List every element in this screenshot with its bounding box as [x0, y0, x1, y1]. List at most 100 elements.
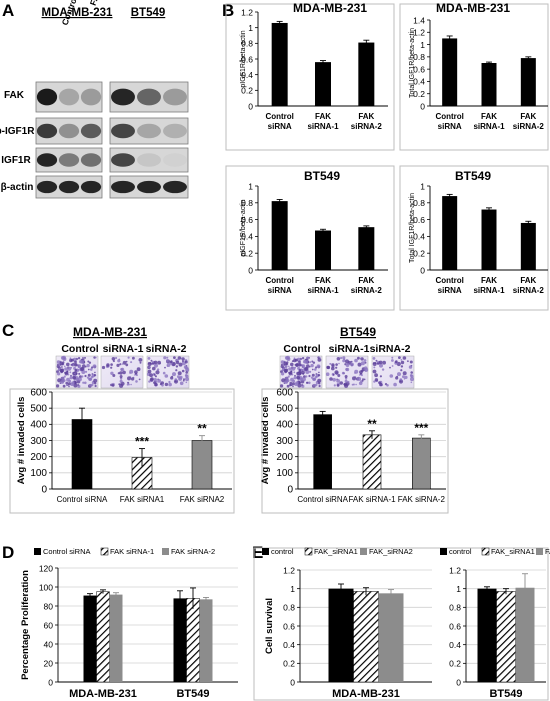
stained-cell: [311, 368, 314, 371]
stained-cell: [298, 371, 302, 375]
stained-cell: [185, 371, 188, 374]
stained-cell: [153, 360, 158, 365]
invasion-image-label: siRNA-1: [103, 343, 144, 355]
stained-cell: [305, 375, 308, 378]
y-tick-label: 0.2: [241, 86, 253, 96]
stained-cell: [74, 360, 77, 364]
legend-label: FAK_siRNA1: [491, 547, 535, 556]
y-tick-label: 40: [44, 639, 54, 649]
significance-annotation: **: [197, 422, 207, 436]
stained-cell: [84, 381, 87, 385]
y-tick-label: 0: [420, 265, 425, 275]
x-tick-label: Control: [435, 276, 463, 285]
y-tick-label: 0.4: [241, 70, 253, 80]
y-tick-label: 1: [248, 23, 253, 33]
blot-band: [111, 123, 135, 139]
stained-cell: [341, 371, 345, 375]
y-tick-label: 0.4: [449, 640, 461, 650]
y-tick-label: 0.4: [283, 640, 295, 650]
stained-cell: [293, 371, 296, 374]
stained-cell: [357, 362, 362, 367]
stained-cell: [281, 378, 286, 383]
y-tick-label: 0: [456, 677, 461, 687]
stained-cell: [181, 369, 185, 373]
y-tick-label: 1.4: [413, 15, 425, 25]
stained-cell: [82, 364, 86, 368]
legend-swatch: [162, 548, 169, 555]
stained-cell: [67, 366, 72, 371]
stained-cell: [280, 384, 284, 388]
stained-cell: [91, 366, 94, 369]
y-tick-label: 0: [248, 265, 253, 275]
x-tick-label: FAK siRNA-2: [398, 495, 446, 504]
stained-cell: [360, 369, 364, 373]
stained-cell: [127, 356, 130, 359]
stained-cell: [82, 356, 84, 359]
stained-cell: [73, 363, 78, 367]
chart-frame: [399, 3, 549, 151]
stained-cell: [287, 375, 290, 378]
y-tick-label: 1: [290, 584, 295, 594]
stained-cell: [153, 378, 157, 382]
stained-cell: [306, 381, 309, 384]
stained-cell: [398, 356, 401, 359]
stained-cell: [161, 384, 164, 387]
bar: [362, 434, 382, 490]
stained-cell: [396, 375, 398, 378]
x-tick-label: FAK: [315, 112, 331, 121]
stained-cell: [185, 374, 189, 378]
y-tick-label: 0: [48, 677, 53, 687]
blot-band: [58, 153, 80, 167]
invasion-image-label: Control: [283, 343, 320, 355]
bar: [442, 196, 458, 270]
stained-cell: [332, 373, 335, 376]
y-tick-label: 0.8: [449, 603, 461, 613]
stained-cell: [284, 380, 289, 384]
stained-cell: [350, 362, 354, 367]
y-tick-label: 1.2: [283, 565, 295, 575]
blot-band: [111, 180, 135, 194]
x-tick-label: FAK: [520, 276, 536, 285]
y-tick-label: 0.6: [413, 64, 425, 74]
stained-cell: [138, 378, 141, 381]
bar: [271, 201, 288, 270]
stained-cell: [166, 365, 169, 367]
stained-cell: [86, 376, 89, 379]
stained-cell: [317, 358, 322, 362]
blot-band: [137, 180, 161, 194]
stained-cell: [164, 374, 169, 378]
stained-cell: [119, 371, 123, 375]
stained-cell: [363, 359, 367, 362]
stained-cell: [382, 360, 386, 365]
blot-band: [36, 88, 58, 106]
stained-cell: [119, 375, 123, 378]
stained-cell: [64, 372, 68, 376]
stained-cell: [156, 368, 160, 371]
stained-cell: [127, 376, 131, 381]
stained-cell: [69, 357, 72, 360]
stained-cell: [336, 384, 340, 387]
bar: [378, 593, 404, 682]
stained-cell: [290, 362, 294, 367]
stained-cell: [110, 366, 113, 369]
blot-band: [163, 88, 187, 106]
chart-frame: [399, 165, 549, 311]
stained-cell: [90, 368, 93, 371]
y-tick-label: 60: [44, 620, 54, 630]
y-tick-label: 120: [39, 563, 53, 573]
stained-cell: [94, 384, 97, 388]
y-tick-label: 0.2: [449, 659, 461, 669]
y-tick-label: 0: [248, 101, 253, 111]
stained-cell: [70, 363, 73, 366]
stained-cell: [66, 362, 70, 367]
significance-annotation: **: [367, 417, 377, 431]
stained-cell: [92, 364, 97, 369]
stained-cell: [389, 374, 394, 378]
stained-cell: [389, 366, 391, 369]
invasion-image-label: siRNA-1: [329, 343, 370, 355]
y-tick-label: 1: [248, 181, 253, 191]
stained-cell: [134, 370, 138, 374]
stained-cell: [61, 366, 63, 368]
legend-swatch: [262, 548, 269, 555]
chart-title: BT549: [304, 169, 340, 183]
